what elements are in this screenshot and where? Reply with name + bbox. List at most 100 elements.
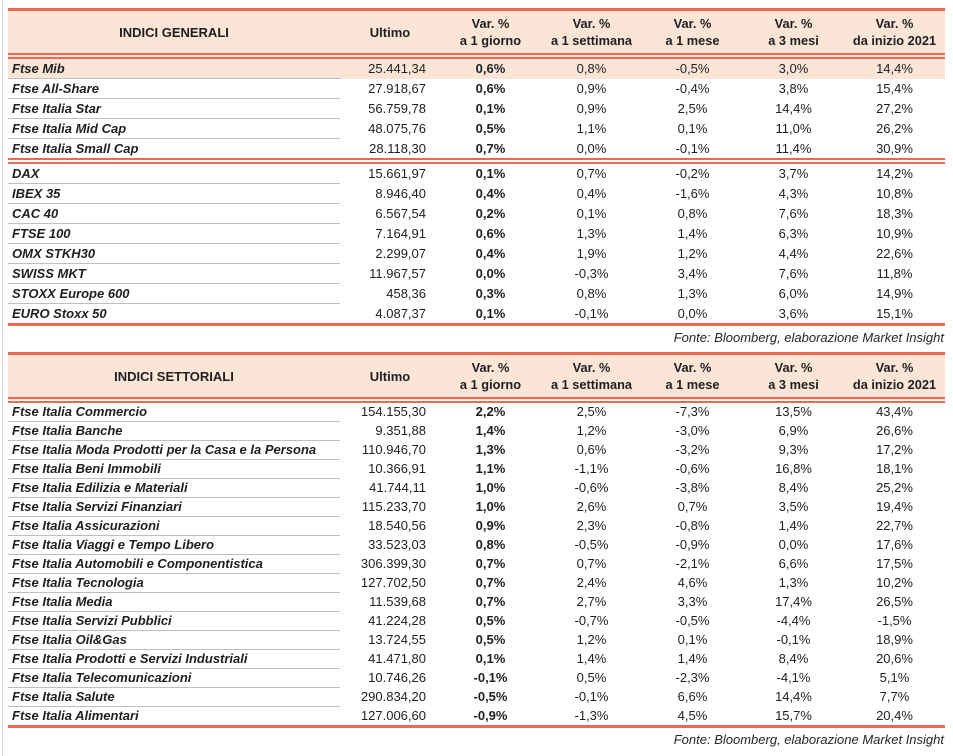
var-1w-value: -0,3%	[574, 266, 609, 281]
index-label: OMX STKH30	[8, 243, 340, 264]
var-1d-value: 1,0%	[475, 480, 506, 495]
var-1d-value: 0,7%	[440, 138, 541, 164]
index-label: Ftse Italia Star	[8, 98, 340, 119]
var-1d-value: 0,1%	[475, 166, 506, 182]
var-3m-value: 4,4%	[778, 246, 809, 261]
ultimo-value: 115.233,70	[361, 499, 426, 514]
var-3m-value: 8,4%	[778, 651, 809, 666]
var-period: da inizio 2021	[852, 377, 937, 392]
var-ytd-value: 15,4%	[876, 81, 913, 96]
var-ytd-value: 15,1%	[844, 303, 945, 326]
var-1d-value: 0,5%	[475, 613, 506, 628]
var-ytd-value: 14,2%	[876, 166, 913, 182]
var-1m-value: -0,9%	[675, 537, 710, 552]
index-label: SWISS MKT	[8, 263, 340, 284]
table-row: Ftse Italia Viaggi e Tempo Libero 33.523,…	[8, 535, 945, 555]
var-3m-value: -4,1%	[776, 670, 811, 685]
var-1d-value: 1,3%	[475, 442, 506, 457]
col-header-ultimo: Ultimo	[340, 8, 440, 59]
var-ytd-value: 30,9%	[844, 138, 945, 164]
var-3m-value: 17,4%	[775, 594, 812, 609]
var-1d-value: 0,6%	[475, 226, 506, 241]
var-1w-value: 2,5%	[576, 404, 607, 420]
var-3m-value: 6,0%	[778, 286, 809, 301]
var-1d-value: -0,9%	[440, 706, 541, 728]
table-row: Ftse Italia Tecnologia 127.702,50 0,7% 2,4%…	[8, 573, 945, 593]
index-label: Ftse Italia Media	[8, 592, 340, 612]
table-row: Ftse Italia Mid Cap 48.075,76 0,5% 1,1% 0,1%…	[8, 118, 945, 139]
var-ytd-value: 18,1%	[876, 461, 913, 476]
var-ytd-value: 18,3%	[876, 206, 913, 221]
var-1w-value: 0,8%	[576, 286, 607, 301]
var-label: Var. %	[774, 16, 813, 31]
var-3m-value: 13,5%	[775, 404, 812, 420]
index-label: IBEX 35	[8, 183, 340, 204]
table-row: Ftse All-Share 27.918,67 0,6% 0,9% -0,4% 3,8%…	[8, 78, 945, 99]
var-1w-value: 0,7%	[576, 556, 607, 571]
var-1m-value: -7,3%	[675, 404, 710, 420]
table-row: IBEX 35 8.946,40 0,4% 0,4% -1,6% 4,3% 10,8%	[8, 183, 945, 204]
var-3m-value: 7,6%	[778, 206, 809, 221]
var-ytd-value: 14,4%	[844, 56, 945, 79]
var-1m-value: 2,5%	[677, 101, 708, 116]
ultimo-value: 2.299,07	[375, 246, 426, 261]
var-ytd-value: 17,5%	[876, 556, 913, 571]
sector-indices-table: INDICI SETTORIALI Ultimo Var. % a 1 giorn…	[8, 352, 945, 728]
index-label: Ftse Italia Assicurazioni	[8, 516, 340, 536]
index-label: Ftse Italia Servizi Finanziari	[8, 497, 340, 517]
table-row: DAX 15.661,97 0,1% 0,7% -0,2% 3,7% 14,2%	[8, 161, 945, 184]
var-1m-value: 4,6%	[677, 575, 708, 590]
var-1w-value: 0,6%	[576, 442, 607, 457]
var-1w-value: 0,8%	[541, 56, 642, 79]
var-period: a 3 mesi	[768, 377, 819, 392]
ultimo-value: 6.567,54	[375, 206, 426, 221]
table-row: Ftse Italia Prodotti e Servizi Industria…	[8, 649, 945, 669]
var-ytd-value: 17,2%	[876, 442, 913, 457]
var-1w-value: 0,0%	[541, 138, 642, 164]
var-period: a 1 settimana	[550, 377, 633, 392]
var-3m-value: 3,6%	[743, 303, 844, 326]
table-row: Ftse Italia Telecomunicazioni 10.746,26 -0…	[8, 668, 945, 688]
var-1w-value: -0,7%	[574, 613, 609, 628]
var-ytd-value: 5,1%	[879, 670, 910, 685]
ultimo-value: 154.155,30	[360, 404, 426, 420]
var-3m-value: 8,4%	[778, 480, 809, 495]
table-row: Ftse Italia Media 11.539,68 0,7% 2,7% 3,3% 17…	[8, 592, 945, 612]
var-1w-value: 1,2%	[576, 632, 607, 647]
var-1d-value: 0,3%	[475, 286, 506, 301]
ultimo-value: 4.087,37	[340, 303, 440, 326]
var-ytd-value: 17,6%	[876, 537, 913, 552]
var-ytd-value: -1,5%	[877, 613, 912, 628]
var-1m-value: 6,6%	[677, 689, 708, 704]
var-3m-value: 11,0%	[775, 121, 812, 136]
var-1w-value: 2,3%	[576, 518, 607, 533]
var-1m-value: -0,5%	[675, 613, 710, 628]
var-1w-value: 1,2%	[576, 423, 607, 438]
var-1m-value: 0,1%	[677, 121, 708, 136]
table-row: Ftse Italia Oil&Gas 13.724,55 0,5% 1,2% 0,1%…	[8, 630, 945, 650]
var-label: Var. %	[471, 360, 510, 375]
index-label: Ftse Italia Servizi Pubblici	[8, 611, 340, 631]
sector-indices-section: INDICI SETTORIALI Ultimo Var. % a 1 giorn…	[8, 352, 945, 751]
ultimo-value: 41.744,11	[369, 480, 426, 495]
table-row: CAC 40 6.567,54 0,2% 0,1% 0,8% 7,6% 18,3%	[8, 203, 945, 224]
var-period: a 1 mese	[665, 377, 720, 392]
col-header-var-3months: Var. % a 3 mesi	[743, 352, 844, 403]
var-label: Var. %	[875, 360, 914, 375]
ultimo-value: 11.967,57	[369, 266, 426, 281]
table-row: Ftse Italia Assicurazioni 18.540,56 0,9% 2,…	[8, 516, 945, 536]
index-label: Ftse Italia Commercio	[8, 400, 340, 422]
index-label: STOXX Europe 600	[8, 283, 340, 304]
var-1m-value: -0,4%	[675, 81, 710, 96]
var-3m-value: 1,3%	[778, 575, 809, 590]
header-row: INDICI SETTORIALI Ultimo Var. % a 1 giorn…	[8, 352, 945, 403]
var-3m-value: -4,4%	[776, 613, 811, 628]
table-row: Ftse Italia Beni Immobili 10.366,91 1,1% -1…	[8, 459, 945, 479]
var-1w-value: 1,9%	[576, 246, 607, 261]
var-3m-value: 14,4%	[775, 101, 812, 116]
table-row: SWISS MKT 11.967,57 0,0% -0,3% 3,4% 7,6% 11,8%	[8, 263, 945, 284]
table-row: STOXX Europe 600 458,36 0,3% 0,8% 1,3% 6,0% 14…	[8, 283, 945, 304]
ultimo-value: 9.351,88	[375, 423, 426, 438]
var-3m-value: 16,8%	[775, 461, 812, 476]
index-label: Ftse Italia Small Cap	[8, 138, 340, 164]
